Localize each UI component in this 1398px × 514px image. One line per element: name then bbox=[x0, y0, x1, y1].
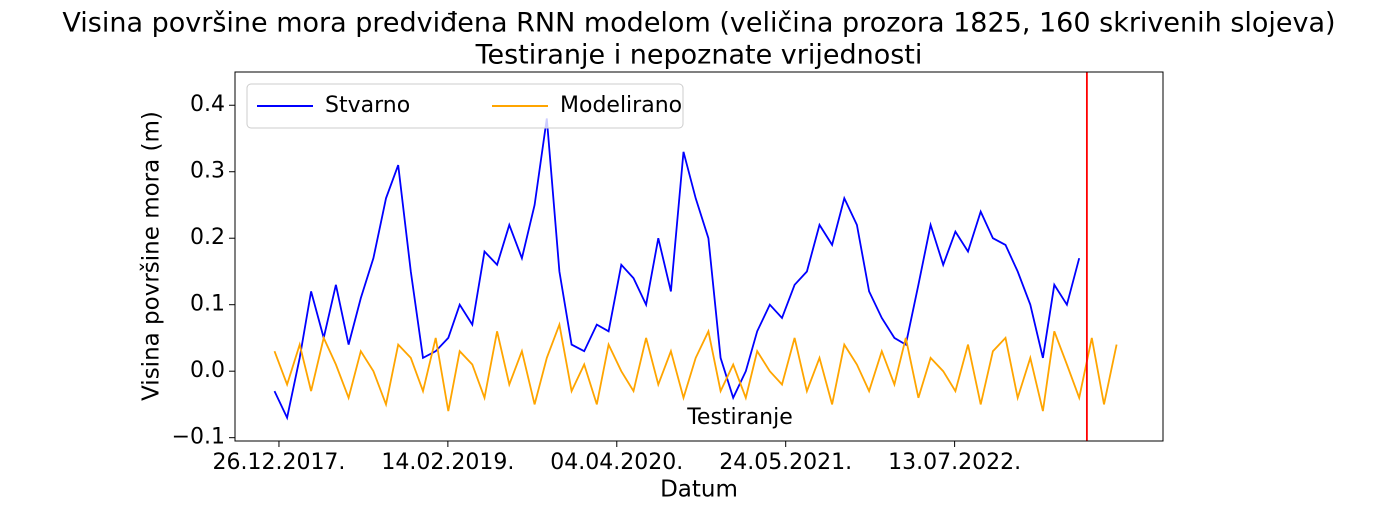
x-tick-label: 14.02.2019. bbox=[381, 450, 514, 475]
series-line bbox=[273, 118, 1081, 421]
x-tick-label: 24.05.2021. bbox=[719, 450, 852, 475]
x-axis-label: Datum bbox=[660, 477, 738, 503]
chart-title: Visina površine mora predviđena RNN mode… bbox=[62, 8, 1335, 39]
y-tick-label: 0.2 bbox=[190, 225, 225, 250]
y-axis-label: Visina površine mora (m) bbox=[139, 111, 165, 401]
annotation: Testiranje bbox=[686, 405, 793, 430]
series-line bbox=[273, 321, 1118, 412]
y-tick-label: 0.3 bbox=[190, 159, 225, 184]
y-tick-label: 0.4 bbox=[190, 92, 225, 117]
plot-frame bbox=[234, 71, 1164, 442]
legend-label: Stvarno bbox=[325, 93, 410, 118]
chart-subtitle: Testiranje i nepoznate vrijednosti bbox=[475, 40, 923, 71]
x-tick-label: 13.07.2022. bbox=[888, 450, 1021, 475]
y-tick-label: 0.0 bbox=[190, 358, 225, 383]
legend-label: Modelirano bbox=[560, 93, 682, 118]
x-tick-label: 04.04.2020. bbox=[550, 450, 683, 475]
y-tick-label: 0.1 bbox=[190, 292, 225, 317]
legend-box bbox=[246, 83, 684, 129]
y-tick-label: −0.1 bbox=[172, 425, 225, 450]
x-tick-label: 26.12.2017. bbox=[212, 450, 345, 475]
